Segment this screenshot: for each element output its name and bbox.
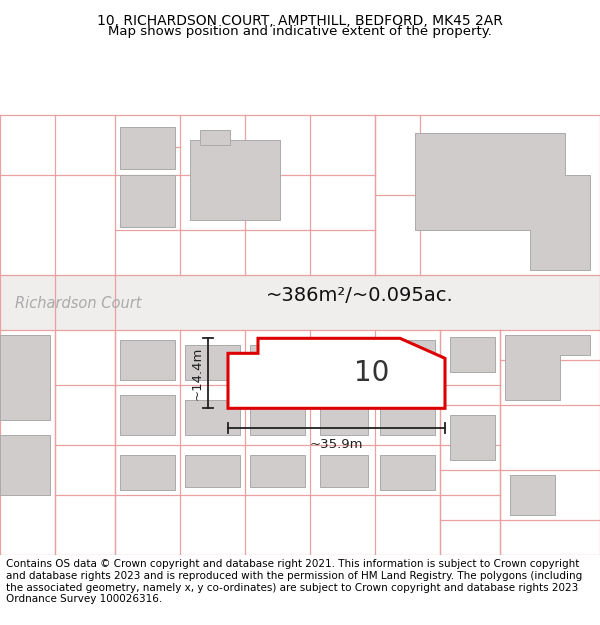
Text: ~35.9m: ~35.9m	[310, 438, 363, 451]
Bar	[250, 345, 305, 383]
Bar	[120, 127, 175, 169]
Bar	[450, 338, 495, 372]
Text: ~386m²/~0.095ac.: ~386m²/~0.095ac.	[266, 286, 454, 305]
Bar	[0, 435, 50, 495]
Polygon shape	[228, 338, 445, 408]
Polygon shape	[415, 133, 590, 270]
Text: Richardson Court: Richardson Court	[15, 296, 142, 311]
Bar	[185, 400, 240, 435]
Bar	[450, 415, 495, 460]
Bar	[250, 455, 305, 488]
Polygon shape	[505, 335, 590, 400]
Bar	[320, 455, 368, 488]
Bar	[0, 335, 50, 420]
Bar	[190, 140, 280, 220]
Bar	[120, 396, 175, 435]
Bar	[185, 345, 240, 380]
Text: ~14.4m: ~14.4m	[191, 347, 204, 400]
Text: 10: 10	[354, 359, 389, 388]
Bar	[0, 275, 600, 330]
Bar	[510, 475, 555, 515]
Bar	[120, 175, 175, 228]
Text: 10, RICHARDSON COURT, AMPTHILL, BEDFORD, MK45 2AR: 10, RICHARDSON COURT, AMPTHILL, BEDFORD,…	[97, 14, 503, 28]
Bar	[200, 130, 230, 145]
Bar	[120, 455, 175, 490]
Bar	[250, 400, 305, 435]
Text: Contains OS data © Crown copyright and database right 2021. This information is : Contains OS data © Crown copyright and d…	[6, 559, 582, 604]
Bar	[320, 348, 368, 382]
Bar	[380, 455, 435, 490]
Bar	[380, 396, 435, 435]
Bar	[380, 340, 435, 380]
Bar	[185, 455, 240, 488]
Text: Map shows position and indicative extent of the property.: Map shows position and indicative extent…	[108, 25, 492, 38]
Bar	[320, 400, 368, 435]
Bar	[120, 340, 175, 380]
